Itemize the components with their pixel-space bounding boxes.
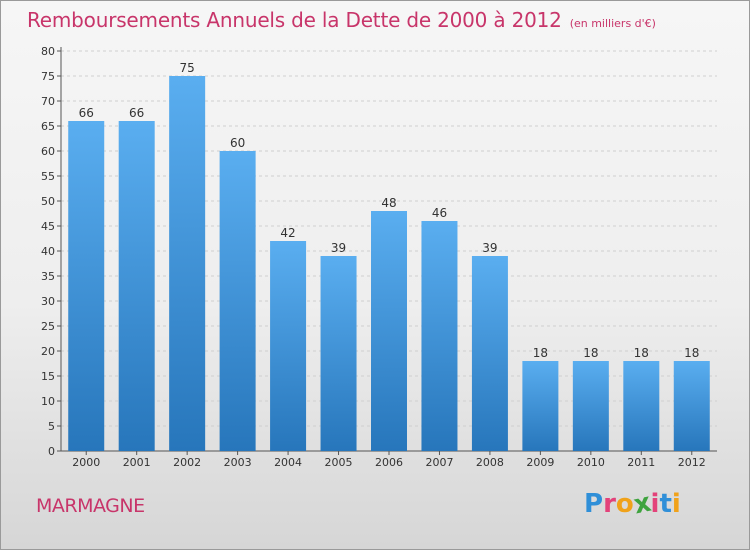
x-tick-label: 2002	[173, 456, 201, 469]
bar-2008	[471, 256, 508, 451]
data-label: 39	[331, 241, 346, 255]
x-tick-label: 2001	[123, 456, 151, 469]
x-tick-label: 2005	[325, 456, 353, 469]
bar-2002	[169, 76, 206, 451]
y-tick-label: 0	[48, 445, 55, 458]
logo-letter: i	[671, 489, 681, 519]
commune-name: MARMAGNE	[36, 495, 145, 517]
data-label: 18	[533, 346, 548, 360]
bar-2003	[219, 151, 256, 451]
chart-title-text: Remboursements Annuels de la Dette de 20…	[27, 8, 562, 32]
y-tick-label: 45	[41, 220, 55, 233]
bar-2010	[572, 361, 609, 451]
x-tick-label: 2003	[224, 456, 252, 469]
data-label: 48	[381, 196, 396, 210]
proxiti-logo[interactable]: Proxiti	[584, 488, 681, 521]
y-tick-label: 50	[41, 195, 55, 208]
data-label: 42	[280, 226, 295, 240]
logo-letter: o	[615, 489, 634, 519]
logo-letter: P	[584, 489, 604, 519]
y-tick-label: 55	[41, 170, 55, 183]
bar-2000	[68, 121, 105, 451]
bar-2009	[522, 361, 559, 451]
bars	[68, 76, 710, 451]
chart-unit-label: (en milliers d'€)	[569, 17, 656, 30]
data-label: 18	[634, 346, 649, 360]
bar-2005	[320, 256, 357, 451]
logo-letter: i	[650, 489, 660, 519]
bar-2007	[421, 221, 458, 451]
y-tick-label: 15	[41, 370, 55, 383]
y-tick-label: 80	[41, 45, 55, 58]
y-tick-label: 40	[41, 245, 55, 258]
logo-letter: t	[659, 489, 672, 519]
x-tick-label: 2012	[678, 456, 706, 469]
y-tick-label: 75	[41, 70, 55, 83]
data-label: 39	[482, 241, 497, 255]
x-tick-label: 2010	[577, 456, 605, 469]
y-tick-label: 30	[41, 295, 55, 308]
labels: 66 66 75 60 42 39 48 46 39 18 18 18 18	[79, 61, 700, 360]
y-tick-label: 65	[41, 120, 55, 133]
data-label: 66	[79, 106, 94, 120]
bar-2011	[623, 361, 660, 451]
bar-2012	[673, 361, 710, 451]
data-label: 18	[583, 346, 598, 360]
x-tick-label: 2007	[425, 456, 453, 469]
x-tick-label: 2004	[274, 456, 302, 469]
x-tick-label: 2011	[627, 456, 655, 469]
data-label: 66	[129, 106, 144, 120]
data-label: 75	[180, 61, 195, 75]
x-tick-label: 2006	[375, 456, 403, 469]
x-tick-label: 2009	[526, 456, 554, 469]
x-tick-label: 2008	[476, 456, 504, 469]
data-label: 60	[230, 136, 245, 150]
y-tick-label: 5	[48, 420, 55, 433]
y-tick-label: 60	[41, 145, 55, 158]
y-tick-label: 70	[41, 95, 55, 108]
logo-letter: r	[603, 489, 616, 519]
bar-2001	[118, 121, 155, 451]
y-tick-label: 25	[41, 320, 55, 333]
y-tick-label: 10	[41, 395, 55, 408]
bar-2004	[270, 241, 307, 451]
data-label: 18	[684, 346, 699, 360]
x-tick-label: 2000	[72, 456, 100, 469]
chart-title: Remboursements Annuels de la Dette de 20…	[27, 8, 656, 32]
bar-2006	[371, 211, 407, 451]
data-label: 46	[432, 206, 447, 220]
y-tick-label: 20	[41, 345, 55, 358]
y-tick-label: 35	[41, 270, 55, 283]
